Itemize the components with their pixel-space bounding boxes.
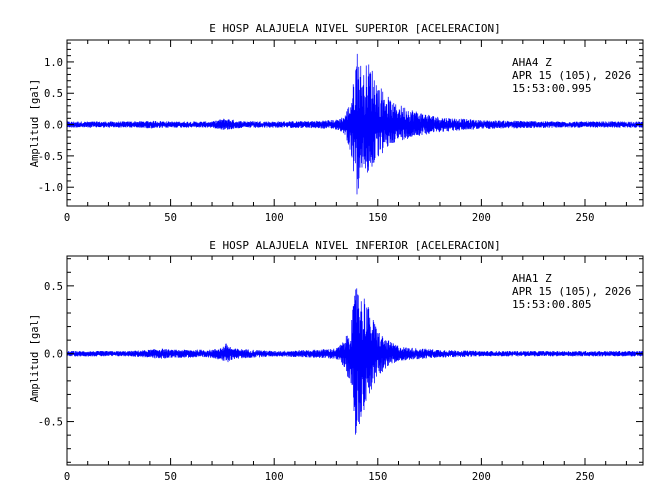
x-tick-label: 0 [64, 471, 70, 483]
date-label-superior: APR 15 (105), 2026 [512, 69, 631, 82]
time-label-superior: 15:53:00.995 [512, 82, 591, 95]
y-axis-label-inferior: Amplitud [gal] [29, 314, 41, 403]
plot-frame [66, 39, 644, 207]
x-tick-label: 50 [164, 212, 177, 224]
x-tick-label: 250 [576, 471, 595, 483]
y-tick-label: 0.0 [44, 120, 63, 132]
info-superior: AHA4 Z APR 15 (105), 2026 15:53:00.995 [512, 56, 631, 95]
plot-area-superior: 0 50 100 150 200 250 -1.0 -0.5 0.0 0.5 1.0 [38, 39, 644, 224]
date-label-inferior: APR 15 (105), 2026 [512, 285, 631, 298]
station-label-superior: AHA4 Z [512, 56, 552, 69]
y-tick-label: 0.5 [44, 281, 63, 293]
y-tick-label: -0.5 [38, 417, 63, 429]
y-tick-label: 1.0 [44, 57, 63, 69]
x-tick-label: 150 [368, 212, 387, 224]
plot-area-inferior: 0 50 100 150 200 250 -0.5 0.0 0.5 [38, 255, 644, 483]
panel-superior: E HOSP ALAJUELA NIVEL SUPERIOR [ACELERAC… [29, 22, 644, 224]
x-tick-label: 150 [368, 471, 387, 483]
chart-title-inferior: E HOSP ALAJUELA NIVEL INFERIOR [ACELERAC… [209, 239, 500, 252]
y-tick-label: 0.5 [44, 88, 63, 100]
x-tick-label: 100 [265, 471, 284, 483]
x-tick-label: 200 [472, 471, 491, 483]
waveform-trace [66, 53, 644, 195]
x-tick-label: 0 [64, 212, 70, 224]
panel-inferior: E HOSP ALAJUELA NIVEL INFERIOR [ACELERAC… [29, 239, 644, 483]
time-label-inferior: 15:53:00.805 [512, 298, 591, 311]
station-label-inferior: AHA1 Z [512, 272, 552, 285]
plot-frame [66, 255, 644, 466]
x-tick-label: 50 [164, 471, 177, 483]
y-axis-label-superior: Amplitud [gal] [29, 79, 41, 168]
chart-title-superior: E HOSP ALAJUELA NIVEL SUPERIOR [ACELERAC… [209, 22, 500, 35]
waveform-trace [66, 288, 644, 435]
y-tick-label: 0.0 [44, 349, 63, 361]
info-inferior: AHA1 Z APR 15 (105), 2026 15:53:00.805 [512, 272, 631, 311]
x-tick-label: 200 [472, 212, 491, 224]
x-tick-label: 250 [576, 212, 595, 224]
y-tick-label: -1.0 [38, 182, 63, 194]
y-tick-label: -0.5 [38, 151, 63, 163]
x-tick-label: 100 [265, 212, 284, 224]
